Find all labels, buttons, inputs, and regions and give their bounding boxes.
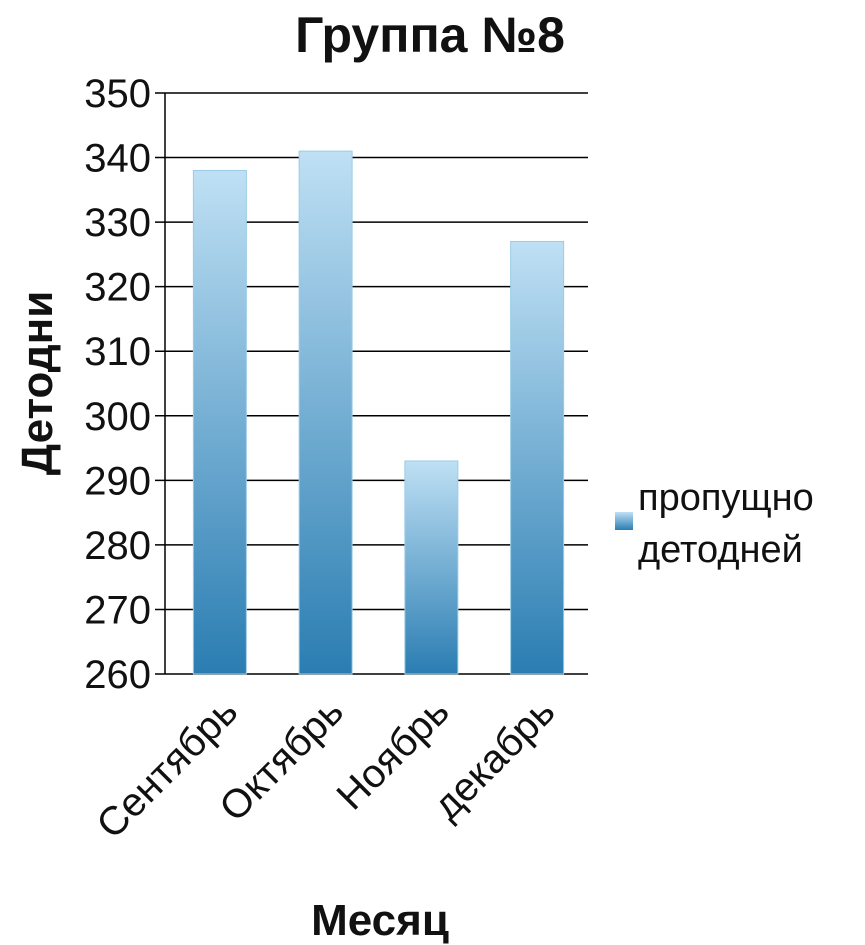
y-tick-label: 300 bbox=[84, 395, 151, 439]
legend-label-line1: пропущно bbox=[638, 477, 814, 519]
bars bbox=[192, 150, 565, 675]
y-tick-label: 350 bbox=[84, 72, 151, 116]
y-tick-label: 260 bbox=[84, 653, 151, 697]
legend-swatch bbox=[615, 512, 633, 530]
bar-3 bbox=[404, 460, 459, 675]
x-tick-label: Сентябрь bbox=[88, 689, 246, 847]
bar-2 bbox=[298, 150, 353, 675]
y-axis-title: Детодни bbox=[13, 291, 62, 476]
y-tick-label: 340 bbox=[84, 137, 151, 181]
y-tick-label: 310 bbox=[84, 330, 151, 374]
bar-4 bbox=[510, 240, 565, 675]
bar-1 bbox=[192, 169, 247, 675]
legend-label-line2: детодней bbox=[638, 529, 803, 571]
y-tick-labels: 260 270 280 290 300 310 320 330 340 350 bbox=[84, 72, 151, 697]
x-axis-title: Месяц bbox=[311, 896, 449, 945]
chart-title: Группа №8 bbox=[295, 7, 565, 63]
y-tick-label: 280 bbox=[84, 524, 151, 568]
y-tick-label: 330 bbox=[84, 201, 151, 245]
y-tick-label: 290 bbox=[84, 459, 151, 503]
y-tick-label: 270 bbox=[84, 588, 151, 632]
y-tick-label: 320 bbox=[84, 266, 151, 310]
legend: пропущно детодней bbox=[615, 477, 814, 571]
